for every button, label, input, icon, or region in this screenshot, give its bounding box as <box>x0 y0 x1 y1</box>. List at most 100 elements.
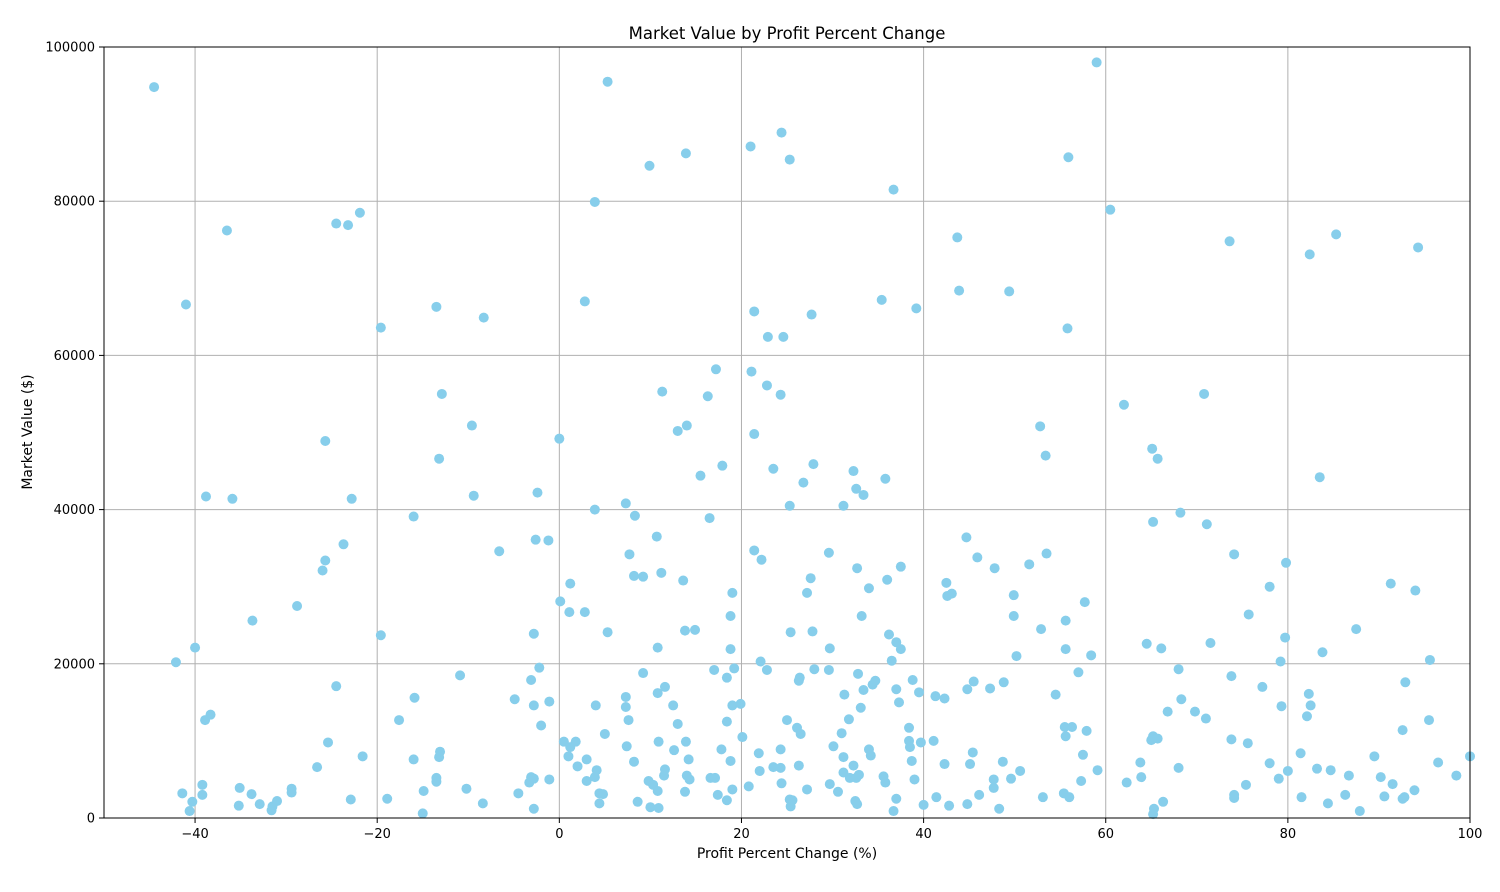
x-tick-label: −20 <box>363 827 390 842</box>
data-point <box>990 563 1000 573</box>
data-point <box>882 575 892 585</box>
data-point <box>1369 751 1379 761</box>
data-point <box>603 627 613 637</box>
data-point <box>839 690 849 700</box>
data-point <box>320 555 330 565</box>
data-point <box>716 744 726 754</box>
data-point <box>806 573 816 583</box>
data-point <box>1158 797 1168 807</box>
data-point <box>629 757 639 767</box>
data-point <box>763 332 773 342</box>
chart-title: Market Value by Profit Percent Change <box>629 24 946 43</box>
data-point <box>678 576 688 586</box>
data-point <box>1379 791 1389 801</box>
data-point <box>201 491 211 501</box>
data-point <box>346 794 356 804</box>
data-point <box>1163 707 1173 717</box>
data-point <box>526 675 536 685</box>
data-point <box>1226 734 1236 744</box>
data-point <box>590 505 600 515</box>
data-point <box>376 323 386 333</box>
data-point <box>638 572 648 582</box>
data-point <box>749 306 759 316</box>
data-point <box>713 790 723 800</box>
data-point <box>1073 667 1083 677</box>
data-point <box>1042 549 1052 559</box>
data-point <box>197 780 207 790</box>
data-point <box>1280 633 1290 643</box>
data-point <box>513 788 523 798</box>
data-point <box>633 797 643 807</box>
data-point <box>660 682 670 692</box>
data-point <box>877 295 887 305</box>
data-point <box>247 789 257 799</box>
data-point <box>644 161 654 171</box>
data-point <box>852 799 862 809</box>
y-tick-label: 60000 <box>54 349 95 364</box>
data-point <box>1388 779 1398 789</box>
data-point <box>1340 790 1350 800</box>
data-point <box>1283 766 1293 776</box>
data-point <box>866 751 876 761</box>
data-point <box>786 627 796 637</box>
data-point <box>1302 711 1312 721</box>
data-point <box>1297 792 1307 802</box>
data-point <box>1276 701 1286 711</box>
data-point <box>1376 772 1386 782</box>
data-point <box>1344 771 1354 781</box>
data-point <box>703 391 713 401</box>
data-point <box>941 578 951 588</box>
data-point <box>1119 400 1129 410</box>
data-point <box>684 754 694 764</box>
data-point <box>931 792 941 802</box>
data-point <box>776 744 786 754</box>
data-point <box>1009 590 1019 600</box>
data-point <box>1323 798 1333 808</box>
data-point <box>1009 611 1019 621</box>
data-point <box>746 367 756 377</box>
data-point <box>848 761 858 771</box>
data-point <box>768 464 778 474</box>
data-point <box>1425 655 1435 665</box>
data-point <box>394 715 404 725</box>
data-point <box>660 764 670 774</box>
data-point <box>629 571 639 581</box>
y-tick-label: 20000 <box>54 657 95 672</box>
data-point <box>749 429 759 439</box>
data-point <box>853 669 863 679</box>
data-point <box>757 555 767 565</box>
x-axis-label: Profit Percent Change (%) <box>697 846 877 862</box>
data-point <box>434 454 444 464</box>
data-point <box>200 715 210 725</box>
data-point <box>1326 765 1336 775</box>
data-point <box>669 745 679 755</box>
data-point <box>594 798 604 808</box>
data-point <box>717 461 727 471</box>
x-tick-label: 0 <box>555 827 563 842</box>
data-point <box>807 626 817 636</box>
data-point <box>896 644 906 654</box>
data-point <box>630 511 640 521</box>
data-point <box>656 568 666 578</box>
data-point <box>857 611 867 621</box>
data-point <box>807 310 817 320</box>
data-point <box>571 737 581 747</box>
data-point <box>592 765 602 775</box>
data-point <box>1174 664 1184 674</box>
data-point <box>598 789 608 799</box>
data-point <box>916 737 926 747</box>
data-point <box>355 208 365 218</box>
data-point <box>1024 559 1034 569</box>
data-point <box>255 799 265 809</box>
data-point <box>1062 323 1072 333</box>
data-point <box>1265 758 1275 768</box>
data-point <box>185 806 195 816</box>
data-point <box>1312 764 1322 774</box>
data-point <box>531 535 541 545</box>
data-point <box>1136 772 1146 782</box>
data-point <box>435 747 445 757</box>
data-point <box>680 626 690 636</box>
data-point <box>1041 451 1051 461</box>
data-point <box>825 643 835 653</box>
data-point <box>419 786 429 796</box>
